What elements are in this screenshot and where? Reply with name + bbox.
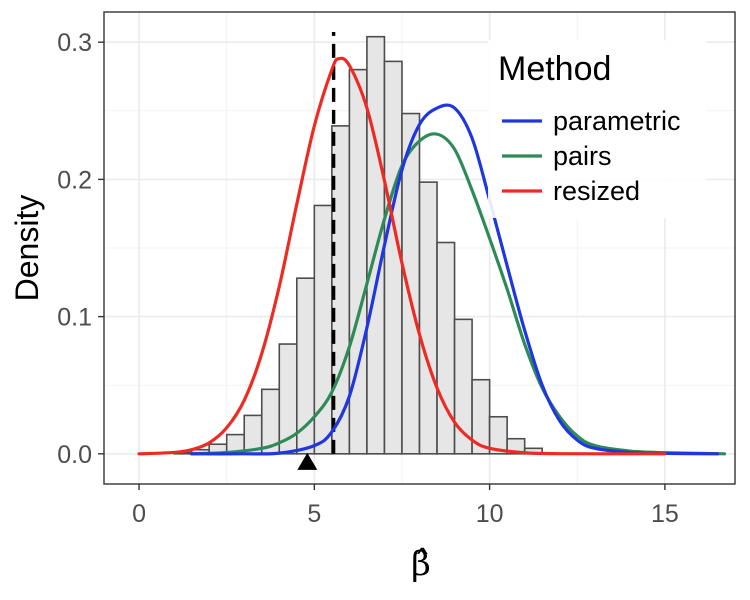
y-tick-label: 0.0 [57,441,92,469]
legend-title: Method [498,50,611,88]
triangle-marker [297,452,318,470]
density-line-resized [137,56,667,456]
x-tick-label: 5 [307,500,321,528]
density-curves [137,56,727,456]
x-tick-label: 0 [132,500,146,528]
y-axis-title: Density [9,195,45,302]
histogram [173,35,543,455]
density-line-pairs [190,132,727,456]
x-tick-label: 15 [651,500,679,528]
y-tick-label: 0.2 [57,166,92,194]
marker-layer [297,452,318,470]
histogram-bar [436,241,456,455]
x-tick-label: 10 [476,500,504,528]
legend-label-parametric: parametric [553,106,681,136]
panel-border [103,11,736,485]
legend-label-pairs: pairs [553,141,612,171]
legend-background [488,40,706,218]
histogram-bar [313,204,333,455]
histogram-bar [488,415,508,455]
axis-ticks: 0 5 10 15 0.0 0.1 0.2 0.3 [57,29,679,528]
density-line-parametric [190,103,720,456]
y-tick-label: 0.3 [57,29,92,57]
histogram-bar [418,181,438,455]
x-axis-title: β̂ [411,544,431,584]
histogram-bar [348,68,368,455]
legend: Method parametric pairs resized [498,50,681,206]
y-tick-label: 0.1 [57,304,92,332]
legend-label-resized: resized [553,176,640,206]
